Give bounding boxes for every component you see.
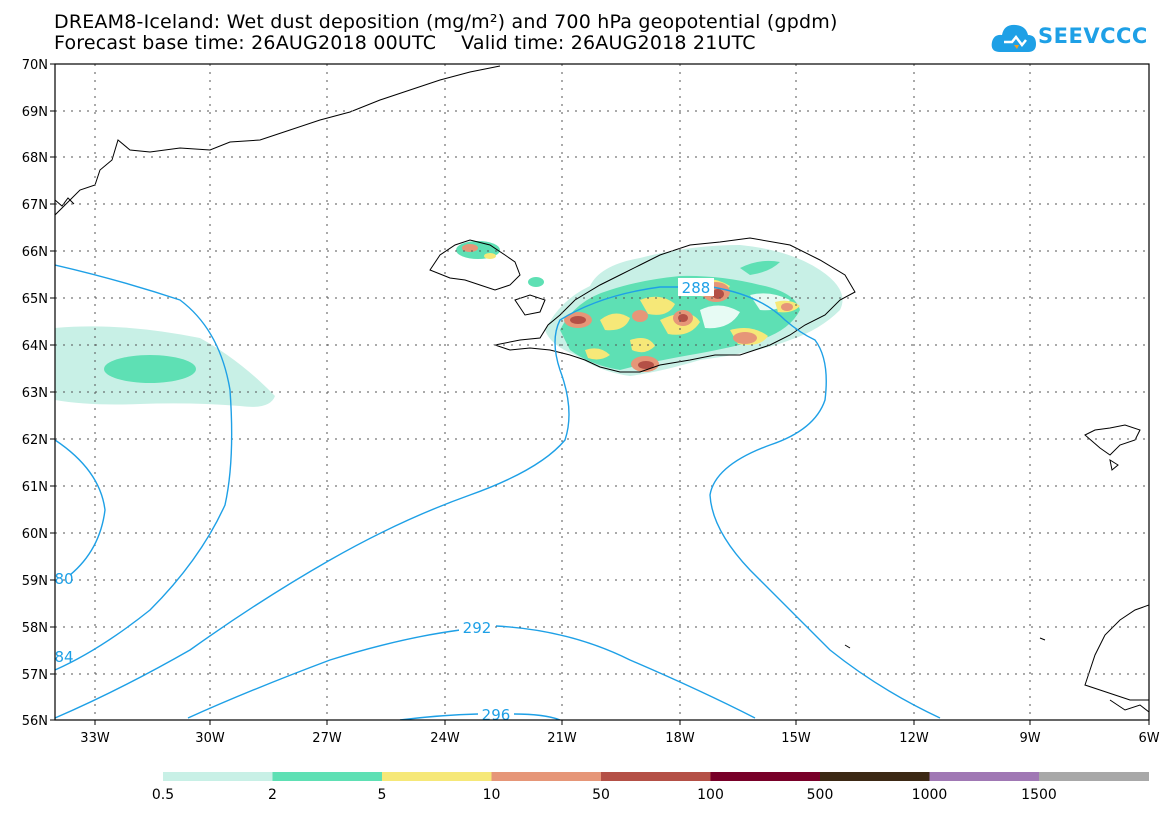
lon-label: 21W [547,731,577,746]
coastline [55,65,1149,713]
longitude-labels: 33W 30W 27W 24W 21W 18W 15W 12W 9W 6W [80,731,1159,746]
lat-label: 65N [22,292,48,307]
lat-label: 58N [22,621,48,636]
contour-label-292: 292 [463,619,492,637]
lat-label: 63N [22,386,48,401]
lat-label: 57N [22,668,48,683]
lon-label: 33W [80,731,110,746]
colorbar-label: 500 [807,787,834,803]
graticule [55,64,1149,720]
map-subtitle: Forecast base time: 26AUG2018 00UTC Vali… [54,32,756,54]
lon-label: 15W [781,731,811,746]
colorbar-label: 5 [378,787,387,803]
colorbar-swatch [601,772,711,781]
lon-label: 6W [1138,731,1159,746]
lat-label: 60N [22,527,48,542]
colorbar: 0.5 2 5 10 50 100 500 1000 1500 [152,772,1149,803]
colorbar-label: 1000 [912,787,948,803]
colorbar-swatch [710,772,821,781]
lon-label: 12W [899,731,929,746]
contour-label-296: 296 [482,706,511,724]
seevccc-logo: SEEVCCC [990,18,1150,58]
geopotential-contours [55,264,941,720]
colorbar-swatch [491,772,602,781]
colorbar-swatch [820,772,930,781]
map-title: DREAM8-Iceland: Wet dust deposition (mg/… [54,11,838,33]
lat-label: 64N [22,339,48,354]
lat-label: 56N [22,714,48,729]
colorbar-swatch [272,772,383,781]
colorbar-swatch [382,772,492,781]
contour-label-80: 80 [54,570,73,588]
lat-label: 68N [22,151,48,166]
lat-label: 66N [22,245,48,260]
colorbar-label: 0.5 [152,787,174,803]
latitude-labels: 70N 69N 68N 67N 66N 65N 64N 63N 62N 61N … [22,58,48,729]
axis-ticks [50,63,1150,725]
colorbar-label: 2 [268,787,277,803]
contour-label-84: 84 [54,648,73,666]
colorbar-label: 1500 [1021,787,1057,803]
colorbar-label: 100 [697,787,724,803]
lon-label: 27W [312,731,342,746]
lon-label: 24W [430,731,460,746]
colorbar-label: 10 [483,787,501,803]
colorbar-swatch [1039,772,1149,781]
contour-label-288: 288 [682,279,711,297]
lat-label: 67N [22,198,48,213]
lon-label: 18W [665,731,695,746]
lat-label: 59N [22,574,48,589]
lat-label: 69N [22,105,48,120]
cloud-icon [991,24,1036,52]
logo-text: SEEVCCC [1038,24,1148,48]
colorbar-swatch [929,772,1040,781]
dust-deposition-field [55,241,843,407]
lon-label: 30W [195,731,225,746]
colorbar-swatch [163,772,273,781]
lat-label: 70N [22,58,48,73]
lat-label: 61N [22,480,48,495]
lon-label: 9W [1019,731,1040,746]
colorbar-label: 50 [592,787,610,803]
lat-label: 62N [22,433,48,448]
